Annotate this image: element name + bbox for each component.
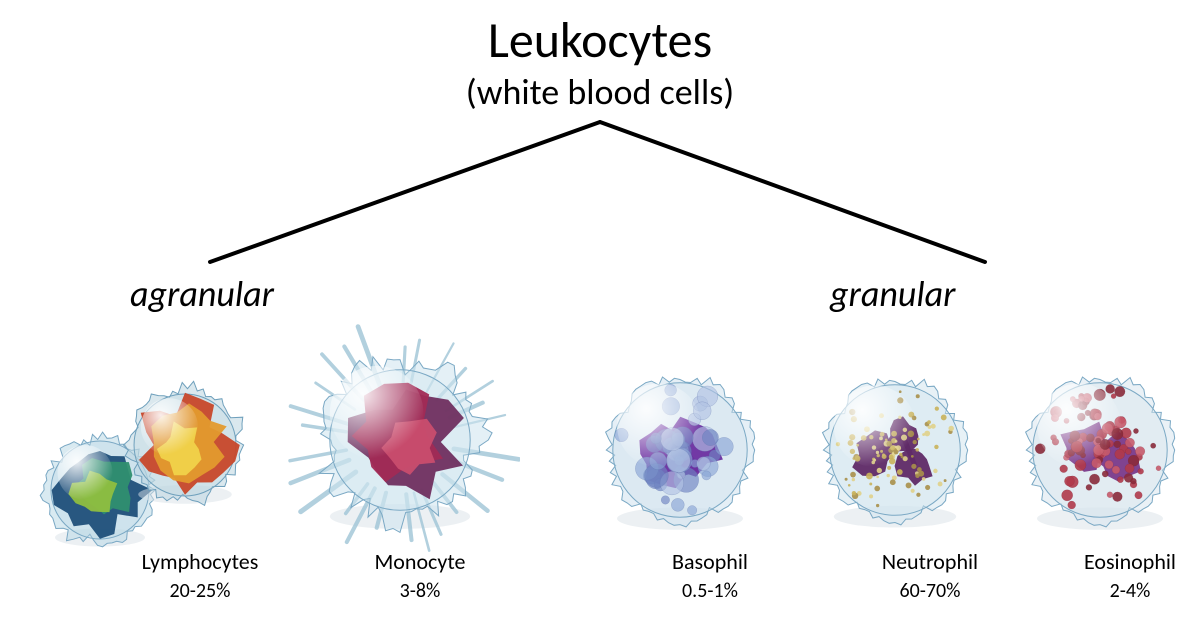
label-basophil-name: Basophil [630, 548, 790, 575]
category-agranular: agranular [130, 272, 274, 316]
label-basophil-pct: 0.5-1% [630, 579, 790, 603]
diagram-root: Leukocytes (white blood cells) agranular… [0, 0, 1200, 637]
label-eosinophil-pct: 2-4% [1050, 579, 1200, 603]
label-basophil: Basophil 0.5-1% [630, 548, 790, 603]
label-eosinophil: Eosinophil 2-4% [1050, 548, 1200, 603]
cell-basophil-icon [560, 330, 800, 570]
cell-lymphocytes-icon [30, 340, 270, 580]
label-neutrophil: Neutrophil 60-70% [850, 548, 1010, 603]
branch-right [600, 122, 985, 262]
cell-eosinophil-icon [980, 330, 1200, 570]
label-monocyte: Monocyte 3-8% [340, 548, 500, 603]
label-lymphocytes: Lymphocytes 20-25% [120, 548, 280, 603]
label-lymphocytes-name: Lymphocytes [120, 548, 280, 575]
category-granular: granular [830, 272, 956, 316]
label-neutrophil-name: Neutrophil [850, 548, 1010, 575]
label-neutrophil-pct: 60-70% [850, 579, 1010, 603]
label-monocyte-pct: 3-8% [340, 579, 500, 603]
branch-left [210, 122, 600, 262]
label-monocyte-name: Monocyte [340, 548, 500, 575]
cell-neutrophil-icon [775, 330, 1015, 570]
label-eosinophil-name: Eosinophil [1050, 548, 1200, 575]
label-lymphocytes-pct: 20-25% [120, 579, 280, 603]
cell-monocyte-icon [280, 320, 520, 560]
